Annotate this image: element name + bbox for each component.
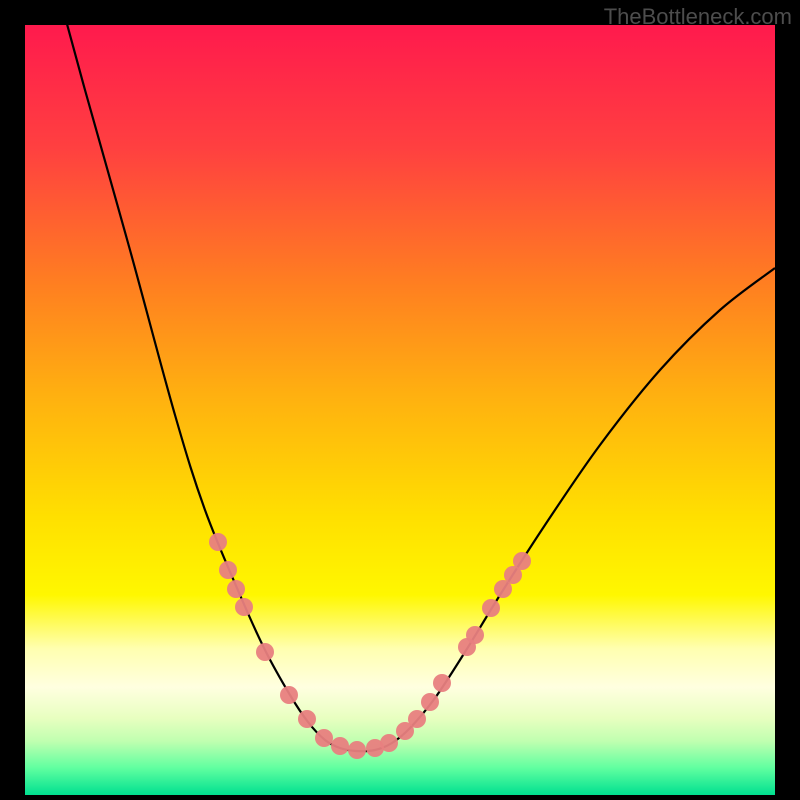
data-point-marker — [331, 737, 349, 755]
data-point-marker — [235, 598, 253, 616]
bottleneck-curve — [55, 0, 775, 751]
data-point-marker — [513, 552, 531, 570]
data-point-marker — [433, 674, 451, 692]
plot-area — [25, 25, 775, 795]
data-point-marker — [380, 734, 398, 752]
data-point-marker — [280, 686, 298, 704]
chart-container: TheBottleneck.com — [0, 0, 800, 800]
data-point-marker — [209, 533, 227, 551]
data-point-marker — [348, 741, 366, 759]
data-point-marker — [298, 710, 316, 728]
data-point-marker — [482, 599, 500, 617]
watermark-text: TheBottleneck.com — [604, 4, 792, 30]
data-point-marker — [227, 580, 245, 598]
curve-layer — [25, 25, 775, 795]
data-point-marker — [256, 643, 274, 661]
data-point-marker — [219, 561, 237, 579]
data-point-marker — [421, 693, 439, 711]
data-point-marker — [408, 710, 426, 728]
data-point-marker — [466, 626, 484, 644]
